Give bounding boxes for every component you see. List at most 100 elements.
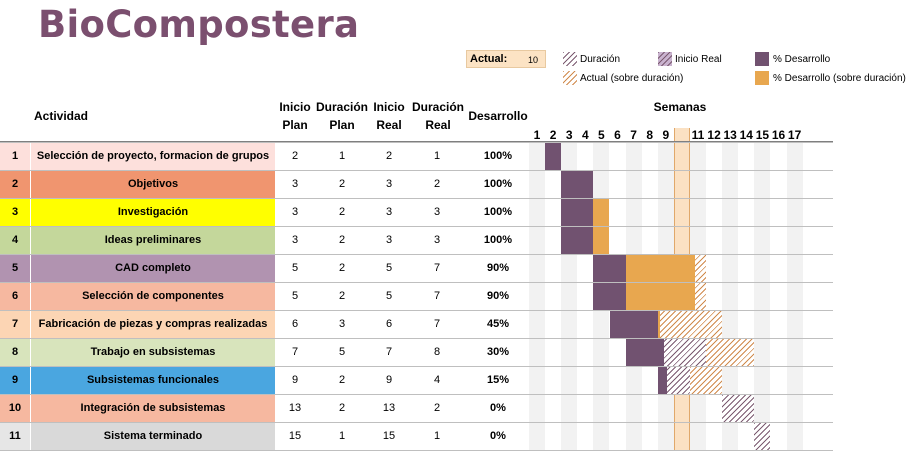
- progress-bar: [561, 199, 594, 226]
- desarrollo-value: 100%: [483, 178, 513, 190]
- week-number: 6: [614, 128, 621, 142]
- header-desarrollo: Desarrollo: [468, 109, 528, 123]
- week-number: 7: [630, 128, 637, 142]
- duracion-real-value: 8: [433, 346, 441, 358]
- activity-name: Integración de subsistemas: [31, 395, 275, 422]
- over-bar: [657, 311, 723, 338]
- inicio-plan-value: 5: [291, 262, 299, 274]
- duracion-plan-value: 2: [338, 206, 346, 218]
- duracion-plan-value: 5: [338, 346, 346, 358]
- header-inicio-real: Inicio Real: [373, 100, 405, 132]
- row-index: 1: [0, 143, 30, 170]
- row-divider: [0, 226, 833, 227]
- row-index: 4: [0, 227, 30, 254]
- week-number: 14: [739, 128, 753, 142]
- row-divider: [0, 282, 833, 283]
- row-index: 11: [0, 423, 30, 450]
- activity-name: Investigación: [31, 199, 275, 226]
- activity-name: Objetivos: [31, 171, 275, 198]
- over-bar: [706, 339, 755, 366]
- progress-bar: [593, 283, 626, 310]
- duracion-real-value: 2: [433, 402, 441, 414]
- inicio-plan-value: 3: [291, 234, 299, 246]
- legend-actual-sobre-label: Actual (sobre duración): [580, 73, 684, 84]
- desarrollo-value: 45%: [486, 318, 510, 330]
- row-index: 9: [0, 367, 30, 394]
- duracion-real-value: 4: [433, 374, 441, 386]
- desarrollo-value: 90%: [486, 262, 510, 274]
- duracion-plan-value: 2: [338, 178, 346, 190]
- week-column-shade: [722, 143, 739, 451]
- inicio-real-value: 2: [385, 150, 393, 162]
- week-number: 9: [662, 128, 670, 142]
- row-index: 10: [0, 395, 30, 422]
- inicio-plan-value: 7: [291, 346, 299, 358]
- inicio-real-value: 3: [385, 178, 393, 190]
- header-inicio-plan: Inicio Plan: [279, 100, 311, 132]
- row-divider: [0, 198, 833, 199]
- duracion-plan-value: 1: [338, 430, 346, 442]
- row-divider: [0, 394, 833, 395]
- duracion-plan-value: 2: [338, 290, 346, 302]
- inicio-plan-value: 2: [291, 150, 299, 162]
- duracion-real-value: 3: [433, 234, 441, 246]
- desarrollo-value: 100%: [483, 234, 513, 246]
- row-index: 5: [0, 255, 30, 282]
- actual-week-field[interactable]: [466, 50, 546, 68]
- duracion-real-value: 1: [433, 430, 441, 442]
- inicio-real-value: 7: [385, 346, 393, 358]
- week-column-shade: [786, 143, 803, 451]
- inicio-real-value: 3: [385, 234, 393, 246]
- activity-name: Selección de proyecto, formacion de grup…: [31, 143, 275, 170]
- activity-name: Ideas preliminares: [31, 227, 275, 254]
- activity-name: Trabajo en subsistemas: [31, 339, 275, 366]
- progress-bar: [609, 311, 658, 338]
- progress-bar: [545, 143, 562, 170]
- progress-over-bar: [657, 311, 661, 338]
- week-number: 17: [787, 128, 802, 142]
- inicio-real-value: 5: [385, 290, 393, 302]
- week-number: 4: [581, 128, 589, 142]
- row-divider: [0, 254, 833, 255]
- progress-bar: [657, 367, 668, 394]
- progress-over-bar: [593, 199, 610, 226]
- over-bar: [690, 367, 723, 394]
- row-divider: [0, 310, 833, 311]
- inicio-plan-value: 15: [288, 430, 302, 442]
- desarrollo-value: 15%: [486, 374, 510, 386]
- progress-bar: [593, 255, 626, 282]
- duracion-plan-value: 2: [338, 234, 346, 246]
- progress-over-bar: [625, 255, 695, 282]
- desarrollo-value: 90%: [486, 290, 510, 302]
- desarrollo-value: 100%: [483, 206, 513, 218]
- plan-bar: [722, 395, 755, 422]
- duracion-real-value: 2: [433, 178, 441, 190]
- header-divider: [0, 141, 833, 142]
- header-actividad: Actividad: [34, 109, 89, 123]
- duracion-plan-value: 2: [338, 374, 346, 386]
- inicio-real-value: 15: [382, 430, 396, 442]
- row-divider: [0, 170, 833, 171]
- desarrollo-value: 100%: [483, 150, 513, 162]
- actual-value[interactable]: 10: [528, 55, 539, 65]
- duracion-plan-value: 2: [338, 262, 346, 274]
- plan-bar: [754, 423, 771, 450]
- week-number: 3: [565, 128, 573, 142]
- row-divider: [0, 450, 833, 451]
- inicio-real-value: 13: [382, 402, 396, 414]
- duracion-real-value: 7: [433, 262, 441, 274]
- progress-bar: [625, 339, 665, 366]
- duracion-plan-value: 3: [338, 318, 346, 330]
- activity-name: Selección de componentes: [31, 283, 275, 310]
- row-index: 6: [0, 283, 30, 310]
- week-column-shade: [754, 143, 771, 451]
- legend-desarrollo-sobre-swatch: [755, 71, 769, 85]
- duracion-real-value: 7: [433, 318, 441, 330]
- progress-bar: [561, 227, 594, 254]
- activity-name: CAD completo: [31, 255, 275, 282]
- inicio-plan-value: 3: [291, 206, 299, 218]
- duracion-plan-value: 2: [338, 402, 346, 414]
- legend-desarrollo-label: % Desarrollo: [773, 54, 831, 65]
- legend-duracion-label: Duración: [580, 54, 621, 65]
- inicio-plan-value: 3: [291, 178, 299, 190]
